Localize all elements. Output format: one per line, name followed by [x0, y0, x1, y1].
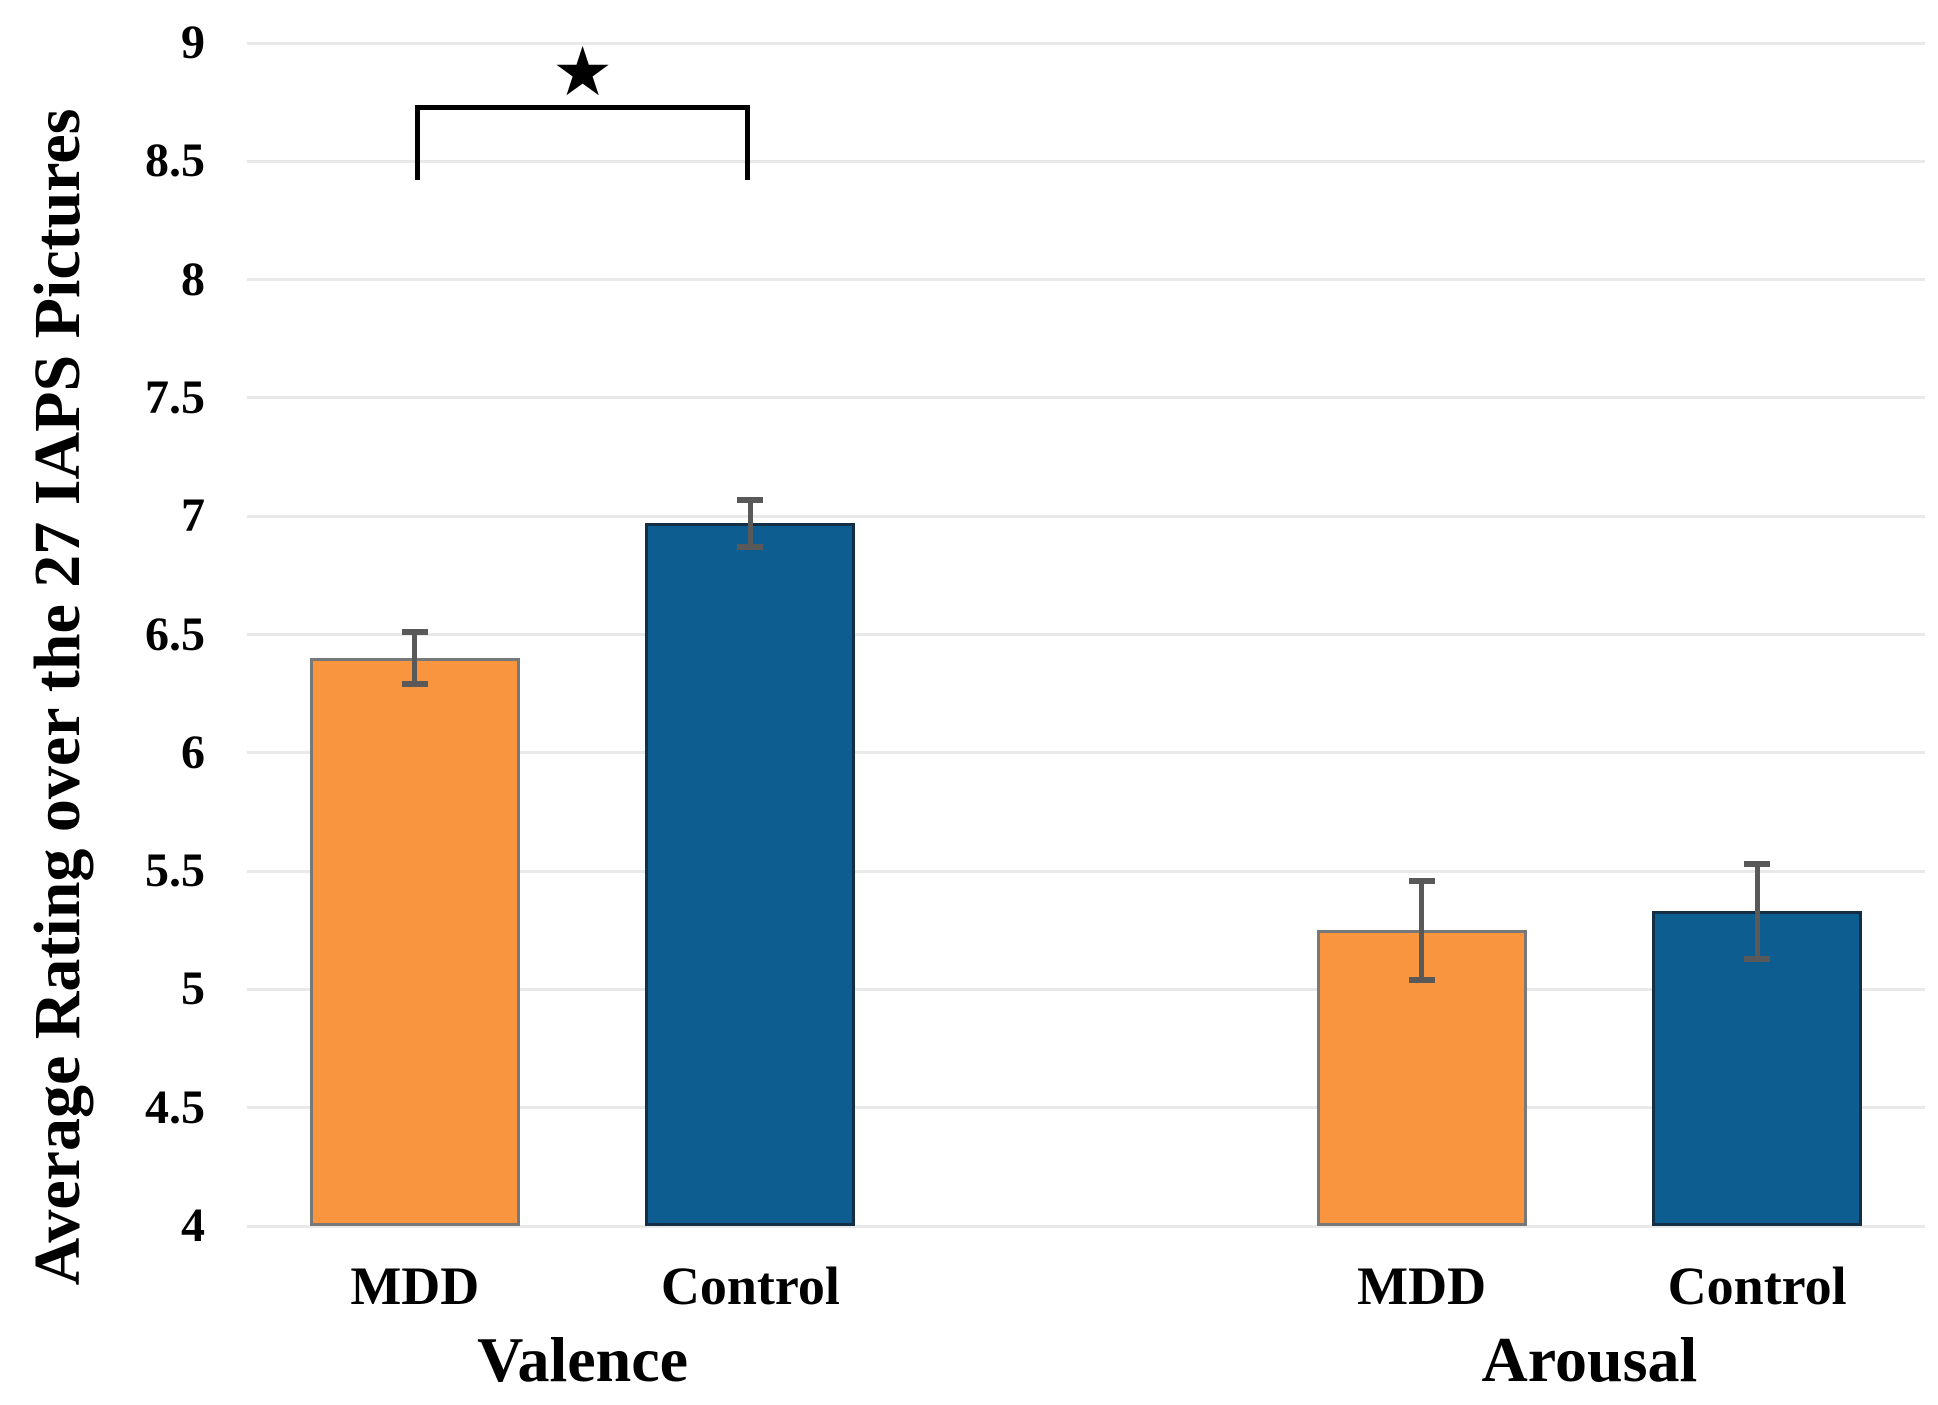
error-bar-cap: [737, 543, 764, 550]
y-tick-label: 8: [181, 252, 205, 306]
error-bar-cap: [737, 496, 764, 503]
bar-valence-mdd: [309, 658, 520, 1226]
gridline: [247, 514, 1925, 518]
bar-valence-control: [645, 523, 856, 1226]
plot-area: 9 8.5 8 7.5 7 6.5 6 5.5 5 4.5 4 MDD Control Valence MD…: [145, 16, 1925, 1395]
gridline: [247, 987, 1925, 991]
y-tick-label: 6: [181, 725, 205, 779]
error-bar: [1419, 880, 1425, 980]
y-tick-label: 4: [181, 1199, 205, 1252]
y-tick-label: 9: [181, 16, 205, 69]
gridline: [247, 869, 1925, 873]
group-label: Arousal: [1481, 1324, 1698, 1395]
error-bar-cap: [1408, 976, 1435, 983]
y-tick-label: 5: [181, 962, 205, 1016]
gridline: [247, 751, 1925, 755]
category-label: MDD: [1357, 1256, 1487, 1316]
category-label: MDD: [350, 1256, 480, 1316]
error-bar: [747, 499, 753, 547]
sig-bracket-left: [414, 104, 420, 181]
gridline: [247, 396, 1925, 400]
group-label: Valence: [477, 1324, 689, 1395]
bar-arousal-mdd: [1316, 930, 1527, 1226]
y-tick-label: 6.5: [145, 607, 205, 661]
gridline: [247, 278, 1925, 282]
y-tick-label: 8.5: [145, 134, 205, 188]
significance-star: ★: [552, 32, 614, 112]
gridline: [247, 1224, 1925, 1228]
error-bar: [1754, 864, 1760, 959]
bar-arousal-control: [1652, 911, 1863, 1226]
error-bar-cap: [401, 681, 428, 688]
y-tick-label: 4.5: [145, 1080, 205, 1134]
gridline: [247, 633, 1925, 636]
error-bar-cap: [1744, 955, 1771, 962]
error-bar: [412, 632, 418, 685]
y-tick-label: 7: [181, 489, 205, 543]
sig-bracket-top: [414, 104, 751, 110]
error-bar-cap: [1408, 877, 1435, 884]
category-label: Control: [660, 1256, 840, 1316]
error-bar-cap: [401, 629, 428, 636]
gridline: [247, 1106, 1925, 1110]
gridline: [247, 159, 1925, 163]
y-tick-label: 7.5: [145, 370, 205, 424]
gridline: [247, 41, 1925, 45]
error-bar-cap: [1744, 861, 1771, 867]
sig-bracket-right: [745, 104, 751, 181]
y-tick-label: 5.5: [145, 844, 205, 898]
category-label: Control: [1667, 1256, 1847, 1316]
